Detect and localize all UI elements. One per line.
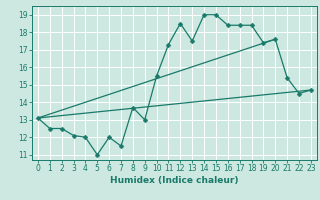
X-axis label: Humidex (Indice chaleur): Humidex (Indice chaleur) bbox=[110, 176, 239, 185]
